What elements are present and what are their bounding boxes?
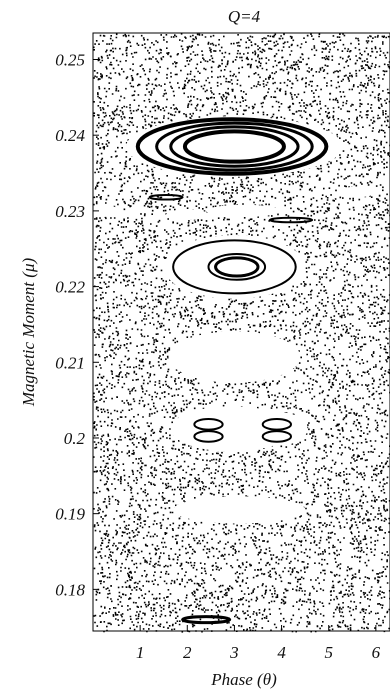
x-tick-label: 2 <box>183 643 192 662</box>
island-curves <box>135 117 329 625</box>
island-region <box>85 204 119 217</box>
invariant-curve <box>148 193 184 201</box>
invariant-curve <box>155 121 314 172</box>
invariant-curve <box>261 430 293 443</box>
invariant-curve <box>182 129 286 164</box>
invariant-curve <box>172 239 297 295</box>
x-tick-label: 3 <box>229 643 239 662</box>
invariant-curve <box>135 117 329 176</box>
y-tick-label: 0.19 <box>55 505 85 524</box>
x-tick-label: 5 <box>324 643 333 662</box>
y-tick-label: 0.24 <box>55 126 85 145</box>
x-axis: 1 2 3 4 5 6 <box>136 625 381 662</box>
island-region <box>163 235 306 299</box>
y-tick-label: 0.18 <box>55 580 85 599</box>
y-tick-label: 0.21 <box>55 353 85 372</box>
y-tick-label: 0.2 <box>64 429 86 448</box>
island-region <box>338 186 376 198</box>
invariant-curve <box>268 216 314 224</box>
scatter-points <box>93 33 390 633</box>
y-tick-label: 0.23 <box>55 202 85 221</box>
island-region <box>126 116 343 177</box>
island-region <box>206 204 282 217</box>
chart-title: Q=4 <box>228 7 261 26</box>
y-tick-label: 0.25 <box>55 50 85 69</box>
x-tick-label: 4 <box>277 643 286 662</box>
island-region <box>168 331 301 383</box>
invariant-curve <box>207 253 267 281</box>
invariant-curve <box>261 418 293 431</box>
x-tick-label: 6 <box>372 643 381 662</box>
x-tick-label: 1 <box>136 643 145 662</box>
invariant-curve <box>169 125 300 168</box>
invariant-curve <box>181 615 232 625</box>
invariant-curve <box>193 418 224 431</box>
island-region <box>173 496 306 524</box>
plot-frame <box>92 32 390 632</box>
y-axis: 0.18 0.19 0.2 0.21 0.22 0.23 0.24 0.25 <box>55 50 99 599</box>
invariant-curve <box>214 256 260 278</box>
chaotic-sea <box>93 33 390 633</box>
invariant-curve <box>193 430 224 443</box>
y-tick-label: 0.22 <box>55 278 85 297</box>
island-regions <box>85 116 376 524</box>
x-axis-label: Phase (θ) <box>210 670 277 689</box>
y-axis-label: Magnetic Moment (μ) <box>19 258 38 408</box>
island-region <box>166 209 209 220</box>
